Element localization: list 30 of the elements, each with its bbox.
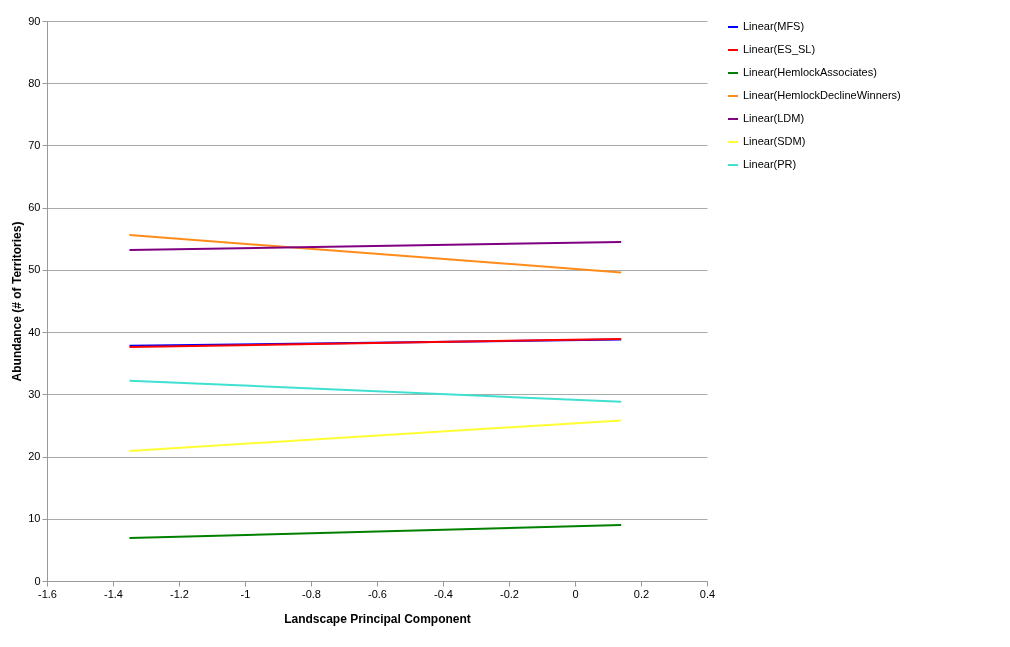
- y-axis-title: Abundance (# of Territories): [10, 221, 25, 382]
- x-tick-label: 0: [572, 587, 579, 600]
- y-tick-label: 40: [28, 325, 41, 338]
- x-tick-label: -0.4: [434, 587, 453, 600]
- x-tick-label: -1.6: [38, 587, 57, 600]
- legend-label: Linear(ES_SL): [743, 43, 816, 55]
- legend-label: Linear(HemlockDeclineWinners): [743, 89, 901, 101]
- x-axis-title: Landscape Principal Component: [284, 611, 471, 626]
- x-tick-label: -1.2: [170, 587, 189, 600]
- y-tick-label: 90: [28, 14, 41, 27]
- legend-label: Linear(PR): [743, 158, 797, 170]
- x-tick-label: -1.4: [104, 587, 123, 600]
- y-tick-label: 20: [28, 450, 41, 463]
- x-tick-label: -0.6: [368, 587, 387, 600]
- legend-label: Linear(LDM): [743, 112, 805, 124]
- legend-label: Linear(MFS): [743, 20, 805, 32]
- y-tick-label: 10: [28, 512, 41, 525]
- legend-label: Linear(HemlockAssociates): [743, 66, 877, 78]
- y-tick-label: 50: [28, 263, 41, 276]
- x-tick-label: 0.2: [633, 587, 650, 600]
- legend-label: Linear(SDM): [743, 135, 806, 147]
- x-tick-label: -0.2: [500, 587, 519, 600]
- y-tick-label: 70: [28, 138, 41, 151]
- y-tick-label: 30: [28, 387, 41, 400]
- y-tick-label: 80: [28, 76, 41, 89]
- y-tick-label: 0: [34, 574, 41, 587]
- x-tick-label: -1: [240, 587, 251, 600]
- x-tick-label: 0.4: [699, 587, 716, 600]
- y-tick-label: 60: [28, 201, 41, 214]
- x-tick-label: -0.8: [302, 587, 321, 600]
